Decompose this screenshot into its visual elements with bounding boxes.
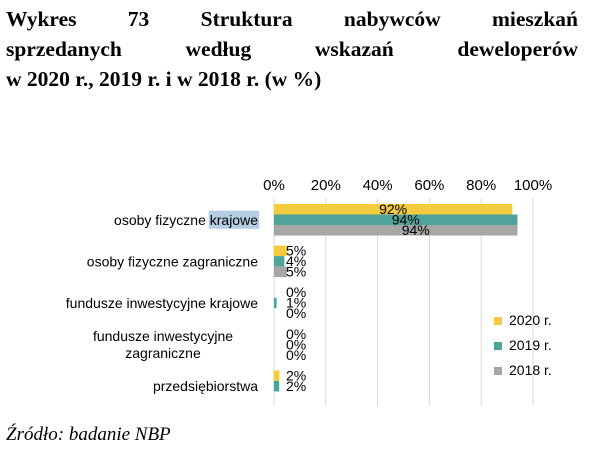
legend: 2020 r. 2019 r. 2018 r. (494, 312, 552, 378)
data-label: 92% (379, 201, 407, 217)
category-label-part: osoby fizyczne (114, 212, 210, 228)
source-note: Źródło: badanie NBP (6, 424, 171, 445)
x-axis-ticks: 0% 20% 40% 60% 80% 100% (263, 177, 552, 194)
category-label: przedsiębiorstwa (153, 378, 258, 394)
category-label: fundusze inwestycyjne (93, 328, 233, 344)
bar (274, 380, 280, 392)
bar (274, 256, 285, 267)
bar (274, 245, 287, 257)
legend-swatch (494, 342, 502, 350)
bar (274, 204, 513, 215)
title-line-1: Wykres 73 Struktura nabywców mieszkań (6, 7, 578, 31)
bar (274, 370, 280, 381)
data-label: 2% (286, 378, 306, 394)
data-label: 94% (402, 222, 430, 238)
data-label: 0% (286, 336, 306, 352)
data-label: 5% (286, 264, 306, 280)
data-label: 94% (392, 212, 420, 228)
legend-label: 2018 r. (509, 362, 552, 378)
data-label: 2% (286, 367, 306, 383)
x-tick-label: 60% (414, 177, 444, 194)
legend-swatch (494, 317, 502, 325)
label-highlight (208, 210, 260, 229)
legend-swatch (494, 367, 502, 375)
bar (274, 266, 287, 278)
bar (274, 297, 277, 309)
data-label: 5% (286, 243, 306, 259)
x-tick-label: 40% (363, 177, 393, 194)
category-label: zagraniczne (125, 345, 201, 361)
data-label: 0% (286, 305, 306, 321)
bar (274, 214, 518, 225)
chart-title: Wykres 73 Struktura nabywców mieszkań sp… (6, 4, 578, 94)
data-label: 0% (286, 284, 306, 300)
data-label: 0% (286, 347, 306, 363)
data-label: 4% (286, 253, 306, 269)
x-tick-label: 80% (466, 177, 496, 194)
title-line-3: w 2020 r., 2019 r. i w 2018 r. (w %) (6, 67, 322, 91)
bars (274, 204, 518, 392)
bar (274, 225, 518, 236)
title-line-2: sprzedanych według wskazań deweloperów (6, 37, 578, 61)
data-label: 0% (286, 326, 306, 342)
legend-label: 2020 r. (509, 312, 552, 328)
legend-label: 2019 r. (509, 337, 552, 353)
x-tick-label: 0% (263, 177, 285, 194)
data-labels: 92%5%0%0%2%94%4%1%0%2%94%5%0%0% (286, 201, 430, 394)
data-label: 1% (286, 295, 306, 311)
category-label: osoby fizyczne krajowe (114, 212, 258, 228)
category-label: fundusze inwestycyjne krajowe (66, 295, 258, 311)
category-label-highlight: krajowe (210, 212, 258, 228)
x-tick-label: 100% (514, 177, 552, 194)
category-label: osoby fizyczne zagraniczne (87, 253, 258, 269)
x-tick-label: 20% (311, 177, 341, 194)
